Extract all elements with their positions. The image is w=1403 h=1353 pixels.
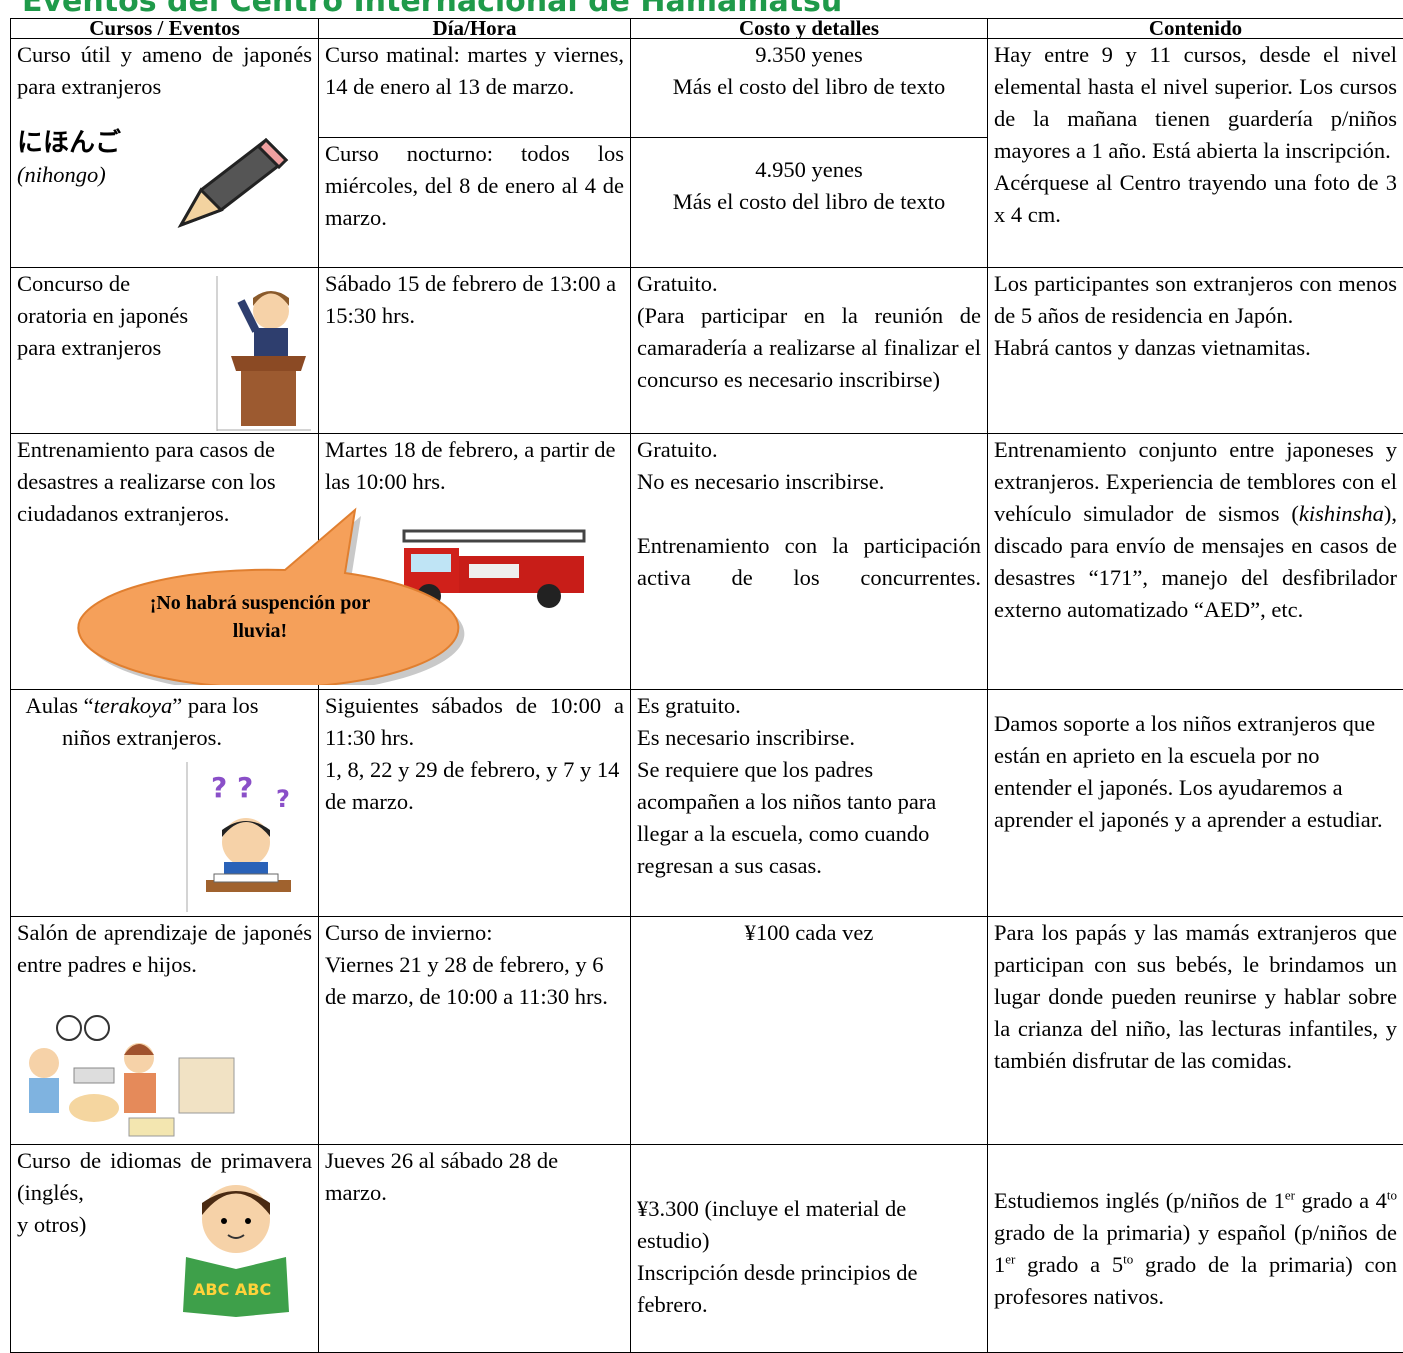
cost-text: Gratuito. <box>637 434 981 466</box>
event-text: Concurso de oratoria en japonés para ext… <box>17 268 202 364</box>
column-header: Día/Hora <box>319 19 631 39</box>
schedule-cell: Curso nocturno: todos los miércoles, del… <box>319 138 631 268</box>
svg-text:?: ? <box>276 785 290 813</box>
schedule-text: Jueves 26 al sábado 28 de marzo. <box>325 1145 624 1209</box>
cost-cell: ¥100 cada vez <box>631 917 988 1145</box>
row: Salón de aprendizaje de japonés entre pa… <box>11 917 1403 1145</box>
pencil-icon <box>161 135 291 235</box>
svg-text:ABC ABC: ABC ABC <box>193 1280 271 1299</box>
cost-text: Gratuito. <box>637 268 981 300</box>
event-cell: Aulas “terakoya” para los niños extranje… <box>11 690 319 917</box>
content-text: Habrá cantos y danzas vietnamitas. <box>994 332 1397 364</box>
schedule-cell: Sábado 15 de febrero de 13:00 a 15:30 hr… <box>319 268 631 434</box>
schedule-cell: Jueves 26 al sábado 28 de marzo. <box>319 1145 631 1353</box>
content-text: er <box>1285 1188 1295 1203</box>
cost-text: Es necesario inscribirse. <box>637 722 981 754</box>
schedule-cell: Siguientes sábados de 10:00 a 11:30 hrs.… <box>319 690 631 917</box>
column-header: Contenido <box>988 19 1403 39</box>
callout: ¡No habrá suspención por lluvia! <box>55 505 475 685</box>
event-text: Aulas “ <box>25 693 93 718</box>
reading-child-icon: ABC ABC <box>171 1177 311 1317</box>
column-header: Costo y detalles <box>631 19 988 39</box>
event-cell: Curso de idiomas de primavera (inglés, y… <box>11 1145 319 1353</box>
header-row: Cursos / Eventos Día/Hora Costo y detall… <box>11 19 1403 39</box>
cost-text: 4.950 yenes <box>637 154 981 186</box>
event-cell: Curso útil y ameno de japonés para extra… <box>11 39 319 268</box>
event-text: (nihongo) <box>17 162 106 187</box>
content-text: to <box>1123 1252 1133 1267</box>
content-cell: Hay entre 9 y 11 cursos, desde el nivel … <box>988 39 1403 268</box>
cost-text: (Para participar en la reunión de camara… <box>637 300 981 396</box>
cost-text: No es necesario inscribirse. <box>637 466 981 498</box>
schedule-text: Martes 18 de febrero, a partir de las 10… <box>325 434 624 498</box>
content-cell: Los participantes son extranjeros con me… <box>988 268 1403 434</box>
page-title: Eventos del Centro Internacional de Hama… <box>22 0 842 19</box>
cost-text: ¥3.300 (incluye el material de estudio) <box>637 1193 981 1257</box>
content-text: Acérquese al Centro trayendo una foto de… <box>994 167 1397 231</box>
cost-text: Se requiere que los padres acompañen a l… <box>637 754 981 882</box>
cost-text: Inscripción desde principios de febrero. <box>637 1257 981 1321</box>
event-text: Curso útil y ameno de japonés para extra… <box>17 39 312 103</box>
cost-text: Entrenamiento con la participación activ… <box>637 530 981 594</box>
content-text: er <box>1005 1252 1015 1267</box>
svg-text:? ?: ? ? <box>211 771 253 804</box>
content-text: Damos soporte a los niños extranjeros qu… <box>994 708 1397 836</box>
content-text: kishinsha <box>1299 501 1384 526</box>
content-text: to <box>1387 1188 1397 1203</box>
cost-text: Más el costo del libro de texto <box>637 71 981 103</box>
schedule-cell: Curso matinal: martes y viernes, 14 de e… <box>319 39 631 138</box>
cost-cell: Es gratuito.Es necesario inscribirse.Se … <box>631 690 988 917</box>
content-cell: Para los papás y las mamás extranjeros q… <box>988 917 1403 1145</box>
event-text: Curso de idiomas de primavera <box>17 1145 312 1177</box>
content-text: Hay entre 9 y 11 cursos, desde el nivel … <box>994 39 1397 167</box>
callout-text: ¡No habrá suspención por lluvia! <box>135 589 385 645</box>
row: Curso de idiomas de primavera (inglés, y… <box>11 1145 1403 1353</box>
cost-text: ¥100 cada vez <box>637 917 981 949</box>
schedule-text: Sábado 15 de febrero de 13:00 a 15:30 hr… <box>325 268 624 332</box>
content-text: Estudiemos inglés (p/niños de 1 <box>994 1188 1285 1213</box>
cost-text: Más el costo del libro de texto <box>637 186 981 218</box>
content-text: Los participantes son extranjeros con me… <box>994 268 1397 332</box>
content-cell: Entrenamiento conjunto entre japoneses y… <box>988 434 1403 690</box>
cost-cell: ¥3.300 (incluye el material de estudio)I… <box>631 1145 988 1353</box>
content-cell: Estudiemos inglés (p/niños de 1er grado … <box>988 1145 1403 1353</box>
schedule-text: Curso matinal: martes y viernes, 14 de e… <box>325 39 624 103</box>
cost-cell: Gratuito.No es necesario inscribirse. Ent… <box>631 434 988 690</box>
schedule-text: 1, 8, 22 y 29 de febrero, y 7 y 14 de ma… <box>325 754 624 818</box>
student-icon: ? ? ? <box>186 762 319 912</box>
cost-text: Es gratuito. <box>637 690 981 722</box>
row: Curso útil y ameno de japonés para extra… <box>11 39 1403 138</box>
event-text: Salón de aprendizaje de japonés entre pa… <box>17 917 312 981</box>
content-text: grado a 5 <box>1015 1252 1123 1277</box>
schedule-text: Siguientes sábados de 10:00 a 11:30 hrs. <box>325 690 624 754</box>
row: Aulas “terakoya” para los niños extranje… <box>11 690 1403 917</box>
schedule-text: Curso nocturno: todos los miércoles, del… <box>325 138 624 234</box>
schedule-cell: Curso de invierno:Viernes 21 y 28 de feb… <box>319 917 631 1145</box>
event-text: terakoya <box>94 693 173 718</box>
family-icon <box>19 1013 239 1141</box>
event-cell: Concurso de oratoria en japonés para ext… <box>11 268 319 434</box>
content-text: grado a 4 <box>1295 1188 1387 1213</box>
content-text: Para los papás y las mamás extranjeros q… <box>994 917 1397 1077</box>
schedule-text: Viernes 21 y 28 de febrero, y 6 de marzo… <box>325 949 624 1013</box>
row: Concurso de oratoria en japonés para ext… <box>11 268 1403 434</box>
schedule-text: Curso de invierno: <box>325 917 624 949</box>
event-cell: Salón de aprendizaje de japonés entre pa… <box>11 917 319 1145</box>
column-header: Cursos / Eventos <box>11 19 319 39</box>
events-table: Cursos / Eventos Día/Hora Costo y detall… <box>10 18 1403 1353</box>
content-cell: Damos soporte a los niños extranjeros qu… <box>988 690 1403 917</box>
cost-text: 9.350 yenes <box>637 39 981 71</box>
cost-cell: Gratuito.(Para participar en la reunión … <box>631 268 988 434</box>
speaker-icon <box>216 276 311 431</box>
